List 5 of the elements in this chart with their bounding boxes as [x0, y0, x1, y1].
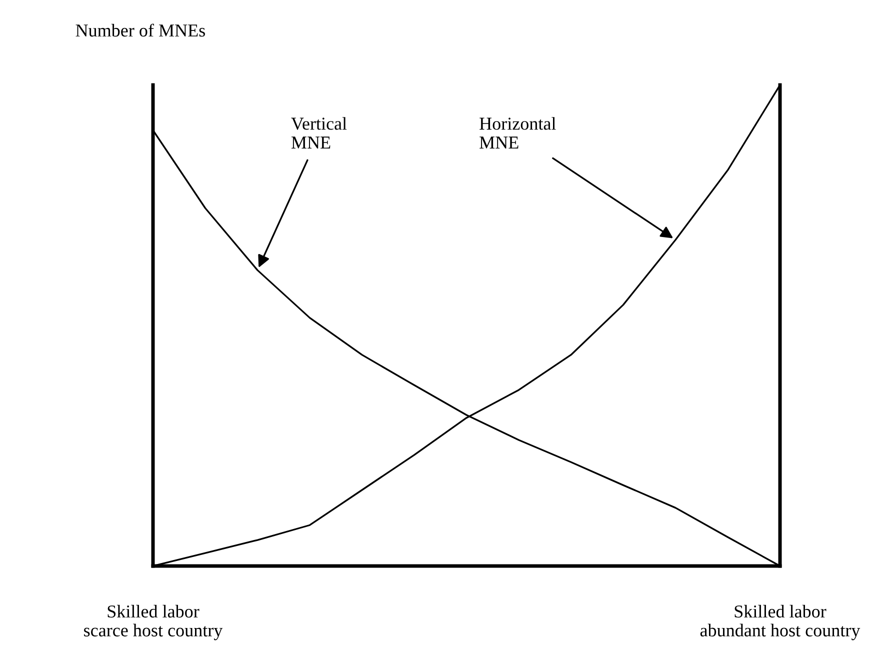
x-tick-label: Skilled labor abundant host country	[700, 604, 860, 640]
y-axis-title: Number of MNEs	[76, 24, 205, 37]
annotation: Horizontal MNE	[480, 117, 556, 148]
x-tick-label: Skilled labor scarce host country	[84, 604, 223, 640]
annotation: Vertical MNE	[291, 117, 347, 148]
